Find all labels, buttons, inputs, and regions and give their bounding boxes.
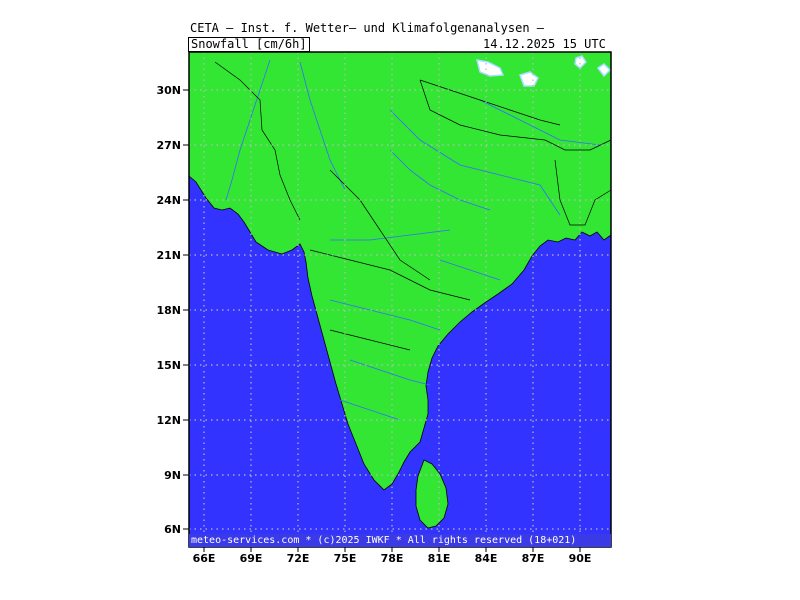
lat-lon-grid xyxy=(189,52,611,547)
lon-axis: 66E 69E 72E 75E 78E 81E 84E 87E 90E xyxy=(193,547,592,565)
borders xyxy=(214,61,612,351)
lon-tick-label: 84E xyxy=(475,552,498,565)
lat-axis: 30N 27N 24N 21N 18N 15N 12N 9N 6N xyxy=(156,84,189,536)
lon-tick-label: 69E xyxy=(240,552,263,565)
land-sri-lanka xyxy=(415,459,449,529)
map-border xyxy=(188,51,612,548)
snow-patch xyxy=(596,63,612,78)
lat-tick-label: 9N xyxy=(164,469,181,482)
lon-tick-label: 75E xyxy=(334,552,357,565)
lat-tick-label: 24N xyxy=(156,194,181,207)
parameter-label: Snowfall [cm/6h] xyxy=(188,37,310,52)
lat-tick-label: 6N xyxy=(164,523,181,536)
lat-tick-label: 30N xyxy=(156,84,181,97)
snow-patch xyxy=(475,59,505,77)
lon-tick-label: 90E xyxy=(569,552,592,565)
rivers xyxy=(225,59,601,421)
copyright-banner: meteo-services.com * (c)2025 IWKF * All … xyxy=(189,534,611,547)
land-mainland xyxy=(188,51,612,491)
lat-tick-label: 18N xyxy=(156,304,181,317)
lon-tick-label: 81E xyxy=(428,552,451,565)
lat-tick-label: 21N xyxy=(156,249,181,262)
lon-tick-label: 78E xyxy=(381,552,404,565)
lon-tick-label: 66E xyxy=(193,552,216,565)
valid-time-label: 14.12.2025 15 UTC xyxy=(483,37,606,51)
snow-patch xyxy=(574,55,587,70)
lon-tick-label: 87E xyxy=(522,552,545,565)
map-title: CETA — Inst. f. Wetter— und Klimafolgena… xyxy=(190,21,545,35)
lon-tick-label: 72E xyxy=(287,552,310,565)
lat-tick-label: 12N xyxy=(156,414,181,427)
lat-tick-label: 27N xyxy=(156,139,181,152)
lat-tick-label: 15N xyxy=(156,359,181,372)
